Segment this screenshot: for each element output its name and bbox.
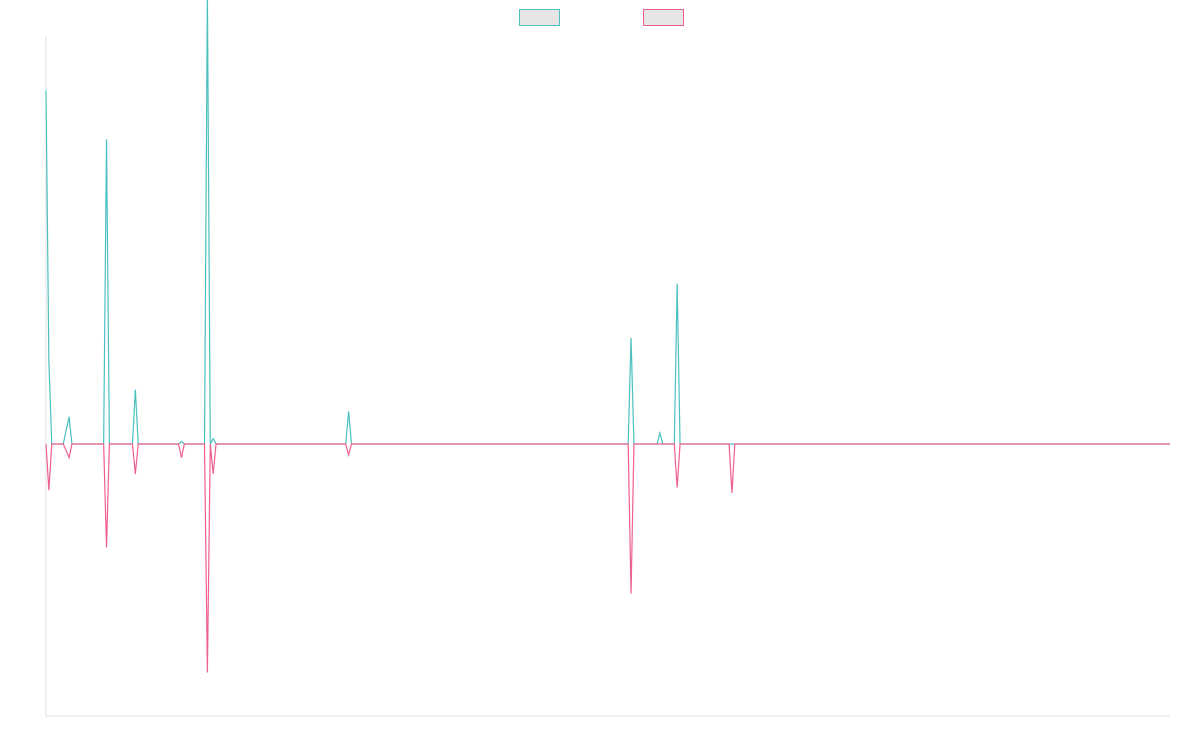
- legend-swatch-2[interactable]: [643, 9, 684, 26]
- series-line-2: [45, 443, 1170, 673]
- series-line-1: [45, 0, 1170, 445]
- legend-swatch-1[interactable]: [519, 9, 560, 26]
